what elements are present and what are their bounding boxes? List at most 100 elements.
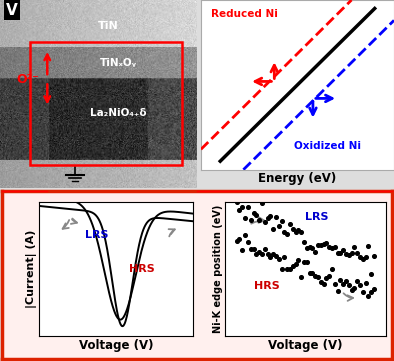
Point: [329, 266, 335, 272]
Point: [245, 204, 251, 210]
Point: [309, 270, 316, 276]
Point: [247, 246, 254, 252]
Point: [253, 252, 260, 257]
Point: [287, 221, 293, 227]
Point: [346, 282, 352, 288]
Point: [247, 217, 254, 223]
Point: [259, 200, 265, 206]
Point: [320, 241, 327, 247]
Point: [360, 256, 366, 262]
Text: Reduced Ni: Reduced Ni: [210, 9, 277, 19]
Point: [301, 259, 307, 265]
Point: [256, 249, 262, 255]
Point: [292, 261, 299, 266]
Point: [315, 274, 321, 280]
Point: [236, 207, 243, 213]
Point: [320, 281, 327, 287]
Point: [284, 266, 290, 272]
Point: [340, 247, 346, 253]
Point: [239, 204, 245, 209]
Point: [273, 214, 279, 220]
Text: Oxidized Ni: Oxidized Ni: [294, 141, 361, 151]
Point: [318, 242, 324, 248]
Y-axis label: Ni-K edge position (eV): Ni-K edge position (eV): [213, 205, 223, 333]
Text: HRS: HRS: [254, 281, 279, 291]
Point: [281, 254, 288, 260]
Point: [290, 263, 296, 269]
Point: [279, 266, 285, 271]
Point: [365, 293, 372, 299]
Point: [259, 251, 265, 257]
Text: La₂NiO₄₊δ: La₂NiO₄₊δ: [90, 108, 147, 118]
Point: [326, 244, 332, 250]
Point: [295, 227, 301, 233]
Point: [368, 271, 374, 277]
Point: [262, 219, 268, 225]
Point: [304, 245, 310, 251]
Point: [256, 217, 262, 223]
Point: [242, 232, 248, 238]
Point: [368, 289, 374, 295]
Point: [329, 245, 335, 251]
Point: [242, 215, 248, 221]
Point: [348, 287, 355, 293]
Point: [346, 252, 352, 257]
Point: [262, 247, 268, 252]
Point: [351, 244, 357, 249]
Point: [354, 250, 361, 256]
Point: [371, 286, 377, 292]
Point: [290, 226, 296, 232]
Point: [343, 252, 349, 257]
Text: O²⁻: O²⁻: [16, 73, 39, 86]
Point: [298, 229, 304, 235]
Point: [304, 259, 310, 265]
Point: [295, 257, 301, 263]
Point: [245, 239, 251, 245]
Point: [264, 215, 271, 221]
Point: [279, 218, 285, 224]
Text: TiNₓOᵧ: TiNₓOᵧ: [100, 57, 137, 68]
Point: [239, 248, 245, 253]
Point: [250, 210, 256, 216]
Point: [326, 273, 332, 279]
Point: [351, 285, 357, 291]
Point: [348, 250, 355, 256]
Point: [323, 275, 329, 280]
Point: [234, 238, 240, 244]
Point: [318, 279, 324, 284]
X-axis label: Voltage (V): Voltage (V): [268, 339, 343, 352]
Text: LRS: LRS: [85, 230, 109, 240]
Point: [343, 278, 349, 283]
Point: [281, 230, 288, 235]
Point: [335, 251, 341, 256]
Point: [236, 236, 243, 242]
Point: [312, 249, 318, 255]
Point: [354, 278, 361, 284]
Point: [284, 231, 290, 237]
X-axis label: Energy (eV): Energy (eV): [258, 173, 336, 186]
Point: [301, 239, 307, 245]
Point: [292, 229, 299, 235]
Point: [357, 254, 363, 260]
X-axis label: Voltage (V): Voltage (V): [79, 339, 154, 352]
Text: V: V: [6, 3, 18, 18]
Point: [340, 281, 346, 287]
Point: [357, 282, 363, 288]
Point: [267, 254, 273, 260]
Y-axis label: |Current| (A): |Current| (A): [26, 230, 37, 308]
Point: [267, 213, 273, 219]
Point: [362, 255, 369, 260]
Point: [307, 270, 313, 276]
Point: [323, 240, 329, 246]
Point: [337, 250, 344, 256]
Point: [365, 243, 372, 249]
Point: [287, 266, 293, 272]
Point: [307, 244, 313, 249]
Point: [335, 288, 341, 293]
Text: TiN: TiN: [98, 21, 119, 31]
Text: LRS: LRS: [305, 212, 329, 222]
Point: [275, 256, 282, 262]
Point: [312, 273, 318, 279]
Point: [270, 226, 276, 232]
Point: [315, 242, 321, 248]
